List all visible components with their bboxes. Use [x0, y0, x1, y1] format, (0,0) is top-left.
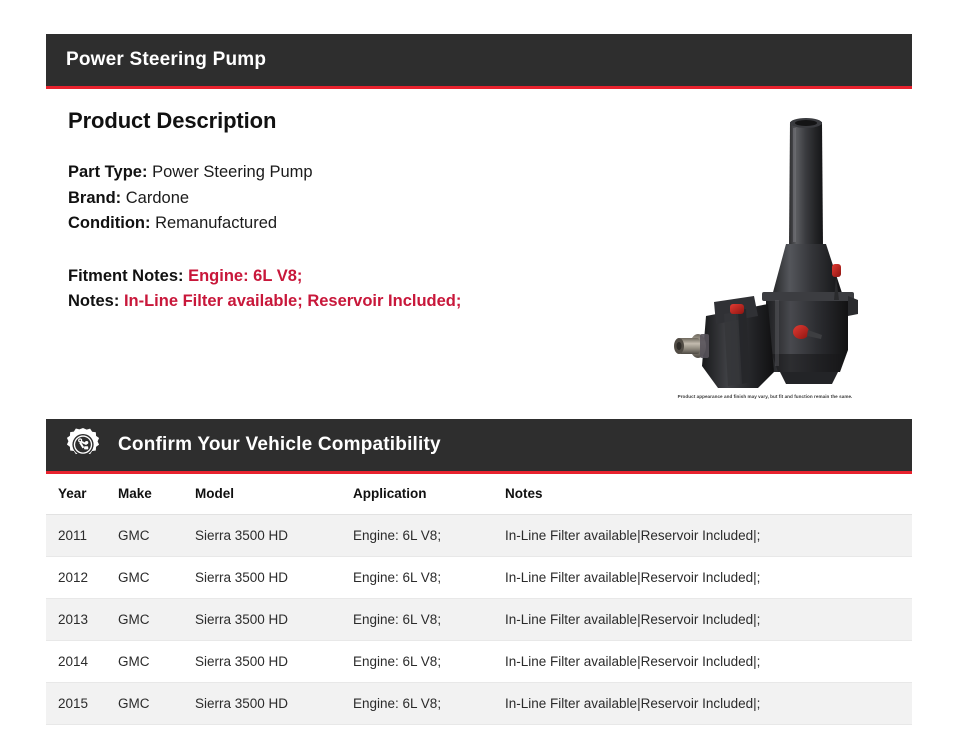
cell-application: Engine: 6L V8;: [353, 598, 505, 641]
spec-label-part-type: Part Type:: [68, 163, 148, 181]
table-row: 2015 GMC Sierra 3500 HD Engine: 6L V8; I…: [46, 682, 912, 725]
cell-notes: In-Line Filter available|Reservoir Inclu…: [505, 514, 912, 557]
spec-list: Part Type: Power Steering Pump Brand: Ca…: [68, 160, 912, 237]
table-row: 2013 GMC Sierra 3500 HD Engine: 6L V8; I…: [46, 598, 912, 641]
cell-model: Sierra 3500 HD: [195, 640, 353, 683]
cell-year: 2013: [46, 598, 118, 641]
column-header-year[interactable]: Year: [46, 471, 118, 515]
column-header-make[interactable]: Make: [118, 471, 195, 515]
notes-value: In-Line Filter available; Reservoir Incl…: [123, 292, 462, 310]
cell-year: 2012: [46, 556, 118, 599]
page-title: Power Steering Pump: [66, 49, 267, 70]
fitment-notes-row: Fitment Notes: Engine: 6L V8;: [68, 264, 498, 290]
power-steering-pump-illustration: [674, 118, 858, 388]
fitment-table-body: 2011 GMC Sierra 3500 HD Engine: 6L V8; I…: [46, 514, 912, 725]
fitment-notes-label: Fitment Notes:: [68, 266, 184, 285]
spec-value-part-type: Power Steering Pump: [152, 163, 313, 181]
cell-notes: In-Line Filter available|Reservoir Inclu…: [505, 682, 912, 725]
cell-make: GMC: [118, 682, 195, 725]
section-heading-product-description: Product Description: [68, 108, 277, 133]
compatibility-title-bar: Confirm Your Vehicle Compatibility: [46, 419, 912, 474]
fitment-notes-block: Fitment Notes: Engine: 6L V8; Notes: In-…: [68, 264, 498, 315]
product-title-bar: Power Steering Pump: [46, 34, 912, 89]
spec-label-brand: Brand:: [68, 188, 122, 207]
cell-year: 2011: [46, 514, 118, 557]
cell-application: Engine: 6L V8;: [353, 640, 505, 683]
notes-label: Notes:: [68, 292, 120, 310]
cell-application: Engine: 6L V8;: [353, 682, 505, 725]
product-description-panel: Power Steering Pump Product Description …: [46, 34, 912, 416]
spec-part-type: Part Type: Power Steering Pump: [68, 160, 912, 186]
table-row: 2014 GMC Sierra 3500 HD Engine: 6L V8; I…: [46, 640, 912, 683]
fitment-notes-value: Engine: 6L V8;: [188, 266, 303, 285]
table-header-row: Year Make Model Application Notes: [46, 471, 912, 515]
table-row: 2011 GMC Sierra 3500 HD Engine: 6L V8; I…: [46, 514, 912, 557]
spec-brand: Brand: Cardone: [68, 186, 912, 212]
spec-condition: Condition: Remanufactured: [68, 211, 912, 237]
compatibility-title: Confirm Your Vehicle Compatibility: [118, 434, 441, 455]
column-header-model[interactable]: Model: [195, 471, 353, 515]
column-header-application[interactable]: Application: [353, 471, 505, 515]
spec-value-brand: Cardone: [125, 188, 190, 207]
table-row: 2012 GMC Sierra 3500 HD Engine: 6L V8; I…: [46, 556, 912, 599]
product-image: [662, 104, 868, 392]
cell-notes: In-Line Filter available|Reservoir Inclu…: [505, 598, 912, 641]
gear-wrench-icon: [64, 426, 102, 464]
product-image-caption: Product appearance and finish may vary, …: [677, 394, 853, 399]
cell-model: Sierra 3500 HD: [195, 514, 353, 557]
product-body: Product Description Part Type: Power Ste…: [46, 86, 912, 416]
cell-model: Sierra 3500 HD: [195, 556, 353, 599]
cell-notes: In-Line Filter available|Reservoir Inclu…: [505, 556, 912, 599]
vehicle-compatibility-panel: Confirm Your Vehicle Compatibility Year …: [46, 419, 912, 725]
notes-row: Notes: In-Line Filter available; Reservo…: [68, 289, 498, 315]
spec-label-condition: Condition:: [68, 214, 151, 232]
cell-make: GMC: [118, 640, 195, 683]
fitment-table: Year Make Model Application Notes 2011 G…: [46, 471, 912, 725]
product-figure: Product appearance and finish may vary, …: [662, 104, 868, 399]
cell-model: Sierra 3500 HD: [195, 682, 353, 725]
cell-year: 2014: [46, 640, 118, 683]
cell-application: Engine: 6L V8;: [353, 514, 505, 557]
cell-make: GMC: [118, 598, 195, 641]
cell-model: Sierra 3500 HD: [195, 598, 353, 641]
cell-notes: In-Line Filter available|Reservoir Inclu…: [505, 640, 912, 683]
cell-make: GMC: [118, 556, 195, 599]
cell-make: GMC: [118, 514, 195, 557]
spec-value-condition: Remanufactured: [155, 214, 278, 232]
fitment-table-head: Year Make Model Application Notes: [46, 471, 912, 515]
cell-application: Engine: 6L V8;: [353, 556, 505, 599]
gear-icon-svg: [66, 427, 100, 456]
cell-year: 2015: [46, 682, 118, 725]
column-header-notes[interactable]: Notes: [505, 471, 912, 515]
